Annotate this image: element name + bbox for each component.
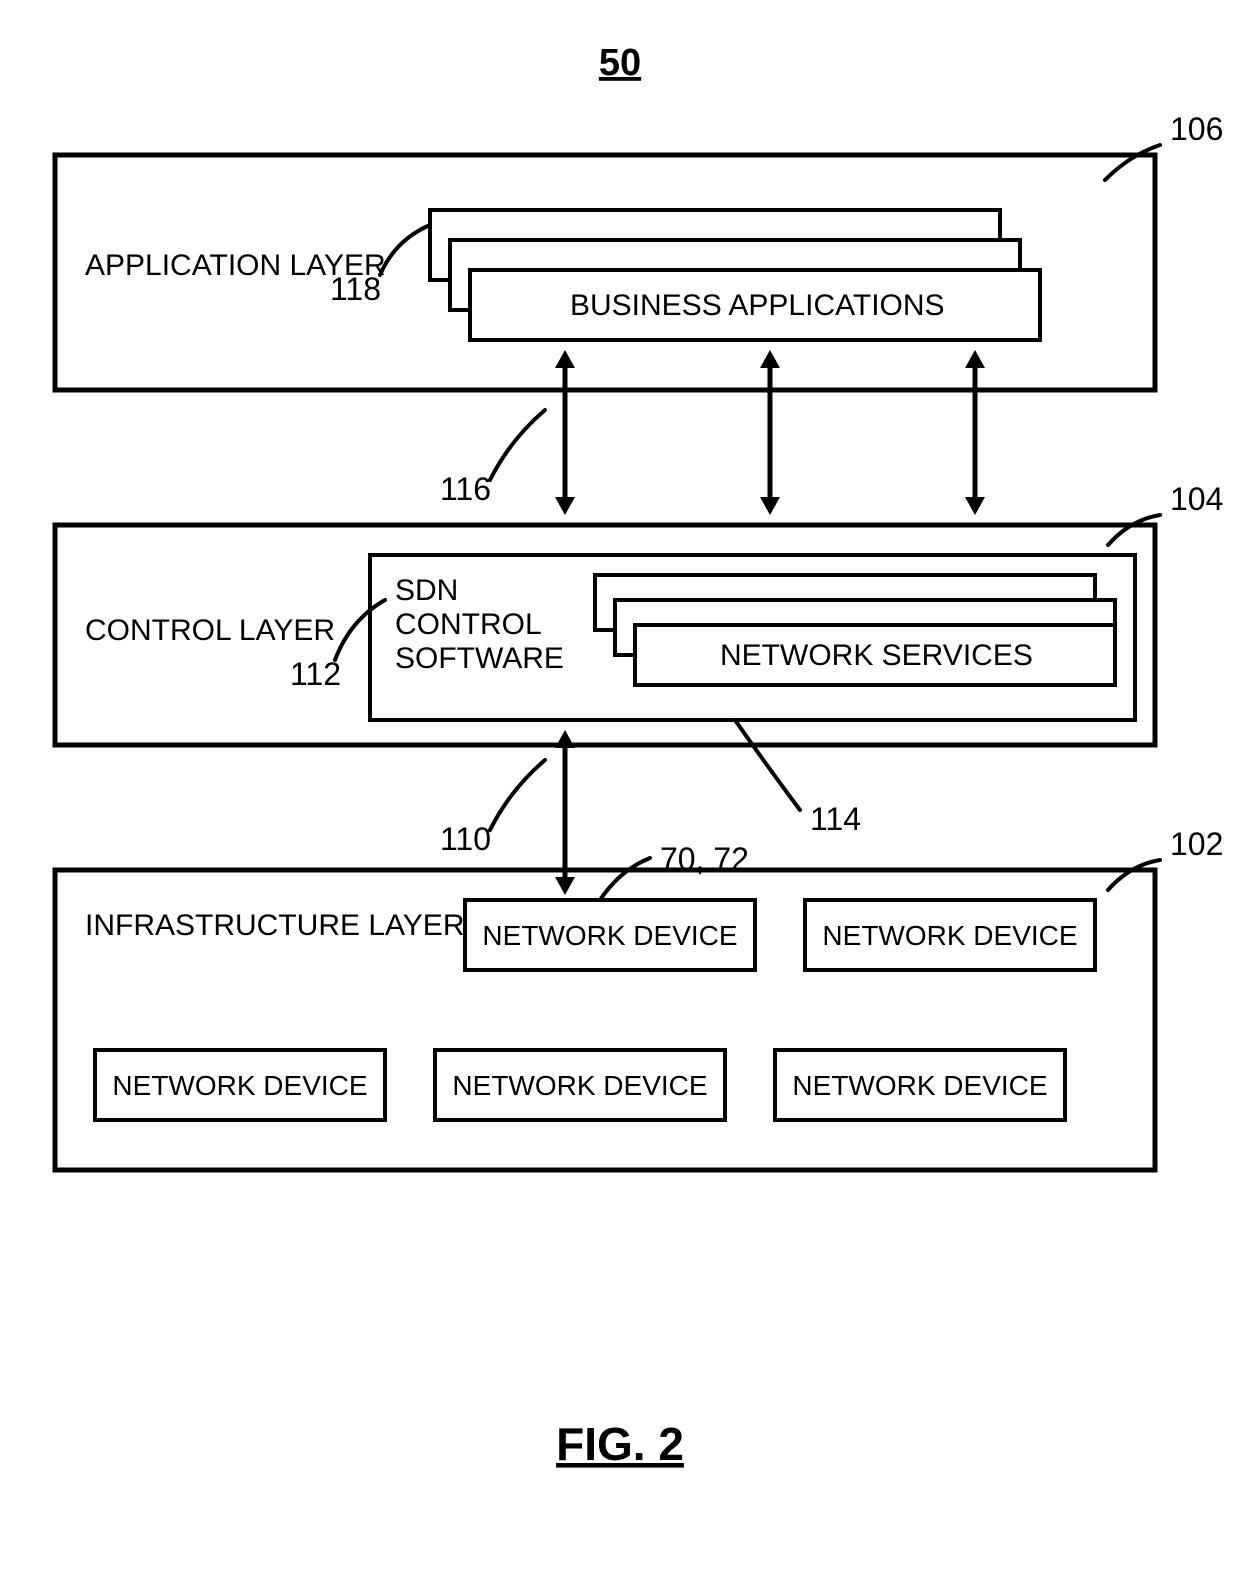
control-ref: 104 <box>1170 481 1223 517</box>
network-services-ref: 114 <box>810 801 861 837</box>
network-device-label-2: NETWORK DEVICE <box>112 1070 367 1101</box>
control-data-ref-leader <box>490 760 545 830</box>
figure-caption: FIG. 2 <box>556 1418 684 1470</box>
network-device-label-4: NETWORK DEVICE <box>792 1070 1047 1101</box>
netdev-ref: 70, 72 <box>660 841 749 877</box>
control-layer-label: CONTROL LAYER <box>85 614 335 647</box>
business-apps-ref: 118 <box>330 271 381 307</box>
api-arrow-1-head-bottom <box>760 497 780 515</box>
network-device-label-3: NETWORK DEVICE <box>452 1070 707 1101</box>
sdn-ref: 112 <box>290 656 341 692</box>
network-device-label-1: NETWORK DEVICE <box>822 920 1077 951</box>
sdn-label-line-0: SDN <box>395 574 458 607</box>
api-arrows-ref-leader <box>490 410 545 480</box>
network-device-label-0: NETWORK DEVICE <box>482 920 737 951</box>
business-apps-label: BUSINESS APPLICATIONS <box>570 289 945 322</box>
infrastructure-ref: 102 <box>1170 826 1223 862</box>
application-ref: 106 <box>1170 111 1223 147</box>
api-arrow-0-head-bottom <box>555 497 575 515</box>
sdn-label-line-2: SOFTWARE <box>395 642 564 675</box>
figure-title-top: 50 <box>599 42 641 84</box>
network-services-label: NETWORK SERVICES <box>720 639 1033 672</box>
control-data-ref: 110 <box>440 821 491 857</box>
api-arrow-2-head-bottom <box>965 497 985 515</box>
api-arrows-ref: 116 <box>440 471 491 507</box>
infrastructure-layer-label: INFRASTRUCTURE LAYER <box>85 909 464 942</box>
sdn-label-line-1: CONTROL <box>395 608 542 641</box>
